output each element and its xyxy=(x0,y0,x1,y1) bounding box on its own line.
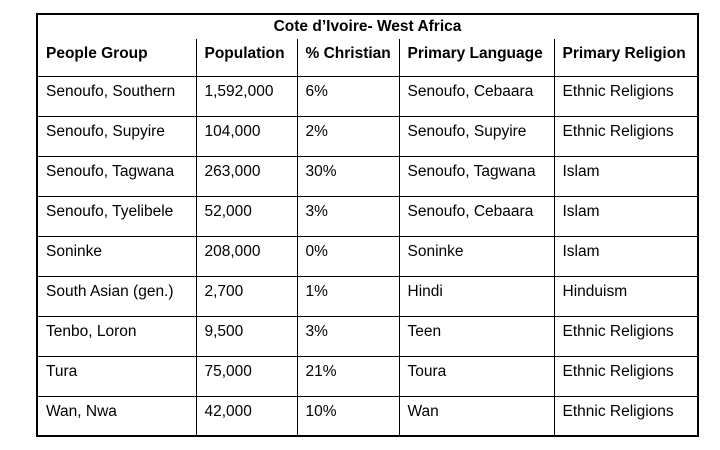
column-header-people-group: People Group xyxy=(36,39,197,77)
cell-people-group: Tenbo, Loron xyxy=(36,315,197,357)
column-header-primary-religion: Primary Religion xyxy=(553,39,699,77)
cell-percent-christian: 3% xyxy=(296,315,400,357)
cell-population: 208,000 xyxy=(195,235,298,277)
cell-primary-language: Wan xyxy=(398,395,555,437)
cell-population: 1,592,000 xyxy=(195,75,298,117)
cell-population: 263,000 xyxy=(195,155,298,197)
cell-population: 9,500 xyxy=(195,315,298,357)
cell-population: 42,000 xyxy=(195,395,298,437)
table-row: Senoufo, Southern 1,592,000 6% Senoufo, … xyxy=(36,75,699,117)
table-row: Tura 75,000 21% Toura Ethnic Religions xyxy=(36,355,699,397)
cell-percent-christian: 30% xyxy=(296,155,400,197)
cell-primary-religion: Ethnic Religions xyxy=(553,355,699,397)
column-header-population: Population xyxy=(195,39,298,77)
table-title: Cote d’Ivoire- West Africa xyxy=(36,13,699,39)
cell-percent-christian: 2% xyxy=(296,115,400,157)
cell-primary-religion: Ethnic Religions xyxy=(553,395,699,437)
cell-primary-language: Senoufo, Cebaara xyxy=(398,75,555,117)
table-row: Wan, Nwa 42,000 10% Wan Ethnic Religions xyxy=(36,395,699,437)
cell-population: 75,000 xyxy=(195,355,298,397)
cell-primary-religion: Ethnic Religions xyxy=(553,115,699,157)
cell-primary-religion: Ethnic Religions xyxy=(553,315,699,357)
table-title-row: Cote d’Ivoire- West Africa xyxy=(36,13,699,39)
cell-percent-christian: 21% xyxy=(296,355,400,397)
cell-population: 104,000 xyxy=(195,115,298,157)
cell-percent-christian: 1% xyxy=(296,275,400,317)
table-row: Senoufo, Supyire 104,000 2% Senoufo, Sup… xyxy=(36,115,699,157)
cell-population: 52,000 xyxy=(195,195,298,237)
cell-primary-language: Hindi xyxy=(398,275,555,317)
cell-primary-religion: Islam xyxy=(553,235,699,277)
cell-percent-christian: 0% xyxy=(296,235,400,277)
cell-primary-language: Soninke xyxy=(398,235,555,277)
cell-primary-language: Teen xyxy=(398,315,555,357)
cell-primary-language: Senoufo, Supyire xyxy=(398,115,555,157)
cell-primary-religion: Ethnic Religions xyxy=(553,75,699,117)
cell-population: 2,700 xyxy=(195,275,298,317)
cell-people-group: Wan, Nwa xyxy=(36,395,197,437)
cell-people-group: Senoufo, Tyelibele xyxy=(36,195,197,237)
people-groups-table: Cote d’Ivoire- West Africa People Group … xyxy=(36,13,699,437)
cell-people-group: Senoufo, Supyire xyxy=(36,115,197,157)
cell-primary-religion: Islam xyxy=(553,155,699,197)
cell-percent-christian: 10% xyxy=(296,395,400,437)
table-header-row: People Group Population % Christian Prim… xyxy=(36,39,699,77)
table-row: Soninke 208,000 0% Soninke Islam xyxy=(36,235,699,277)
cell-people-group: South Asian (gen.) xyxy=(36,275,197,317)
cell-people-group: Senoufo, Tagwana xyxy=(36,155,197,197)
cell-people-group: Tura xyxy=(36,355,197,397)
table-row: South Asian (gen.) 2,700 1% Hindi Hindui… xyxy=(36,275,699,317)
cell-people-group: Senoufo, Southern xyxy=(36,75,197,117)
cell-percent-christian: 6% xyxy=(296,75,400,117)
cell-primary-language: Senoufo, Tagwana xyxy=(398,155,555,197)
column-header-primary-language: Primary Language xyxy=(398,39,555,77)
table-row: Senoufo, Tagwana 263,000 30% Senoufo, Ta… xyxy=(36,155,699,197)
column-header-percent-christian: % Christian xyxy=(296,39,400,77)
table-row: Tenbo, Loron 9,500 3% Teen Ethnic Religi… xyxy=(36,315,699,357)
cell-primary-language: Toura xyxy=(398,355,555,397)
table-row: Senoufo, Tyelibele 52,000 3% Senoufo, Ce… xyxy=(36,195,699,237)
cell-primary-religion: Islam xyxy=(553,195,699,237)
cell-people-group: Soninke xyxy=(36,235,197,277)
cell-percent-christian: 3% xyxy=(296,195,400,237)
cell-primary-religion: Hinduism xyxy=(553,275,699,317)
cell-primary-language: Senoufo, Cebaara xyxy=(398,195,555,237)
